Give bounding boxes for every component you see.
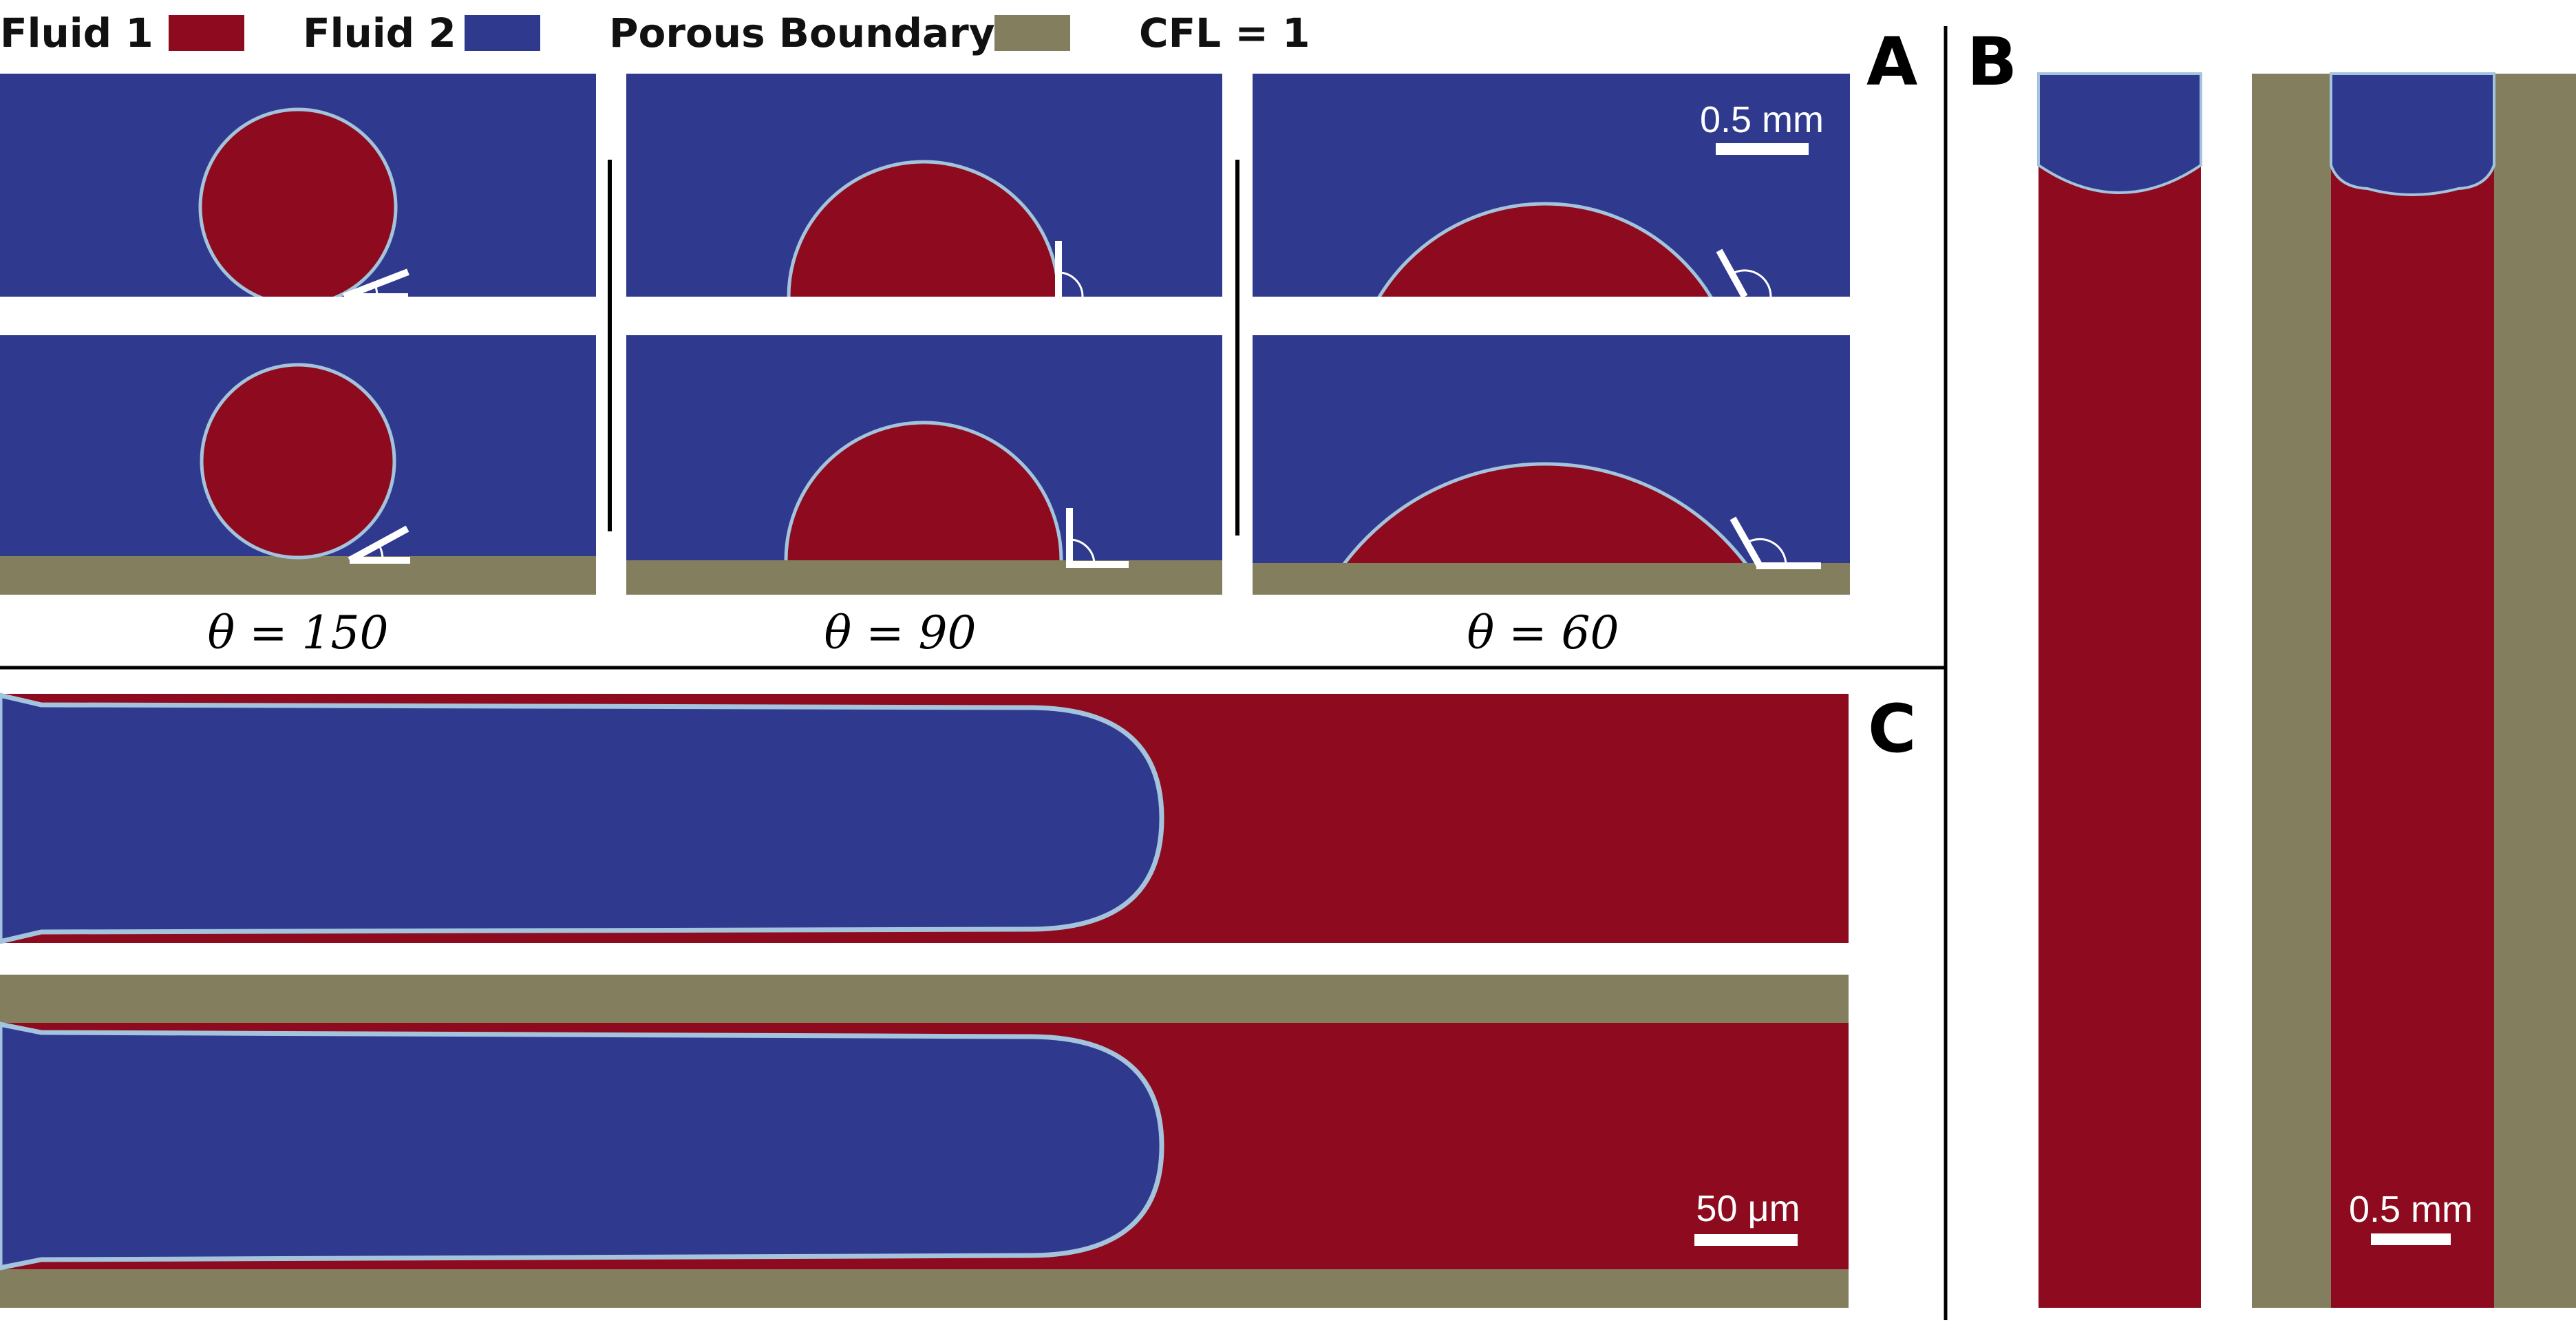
meniscus — [2330, 72, 2495, 196]
droplet — [1322, 462, 1768, 595]
panel-b-right-channel: 0.5 mm — [2252, 72, 2576, 1308]
legend: Fluid 1 Fluid 2 Porous Boundary CFL = 1 — [0, 10, 1310, 56]
panel-a-theta150-bottom — [0, 335, 596, 595]
porous-boundary — [0, 556, 596, 595]
theta-label-150: θ = 150 — [208, 606, 389, 659]
contact-angle-marker — [1066, 508, 1129, 568]
legend-fluid1-swatch — [169, 15, 244, 51]
panel-c-top-channel — [0, 692, 1849, 944]
contact-angle-marker — [348, 525, 410, 564]
theta-label-90: θ = 90 — [824, 606, 977, 659]
theta-label-60: θ = 60 — [1467, 606, 1619, 659]
legend-porous-label: Porous Boundary — [609, 10, 995, 56]
panel-c: C 50 μm — [0, 690, 1916, 1308]
invading-finger — [0, 692, 1164, 944]
legend-porous-swatch — [994, 15, 1070, 51]
scale-bar-c: 50 μm — [1694, 1188, 1800, 1246]
panel-a-theta150-top — [0, 74, 596, 300]
porous-boundary — [0, 975, 1849, 1023]
porous-boundary — [0, 1269, 1849, 1308]
porous-boundary — [626, 560, 1222, 595]
droplet — [200, 363, 396, 560]
droplet — [198, 107, 398, 297]
contact-angle-marker — [1716, 248, 1772, 299]
panel-a-theta60-bottom — [1253, 335, 1850, 595]
svg-text:0.5 mm: 0.5 mm — [2349, 1189, 2473, 1230]
scale-bar-a: 0.5 mm — [1700, 99, 1824, 155]
panel-a-theta90-bottom — [626, 335, 1222, 595]
legend-fluid1-label: Fluid 1 — [0, 10, 153, 56]
droplet — [787, 160, 1061, 297]
legend-fluid2-swatch — [465, 15, 540, 51]
invading-finger — [0, 1021, 1164, 1271]
panel-a-theta60-top: 0.5 mm — [1253, 74, 1850, 299]
meniscus — [2037, 72, 2202, 194]
panel-letter-b: B — [1967, 23, 2017, 100]
svg-text:50 μm: 50 μm — [1696, 1188, 1800, 1229]
porous-boundary — [2494, 74, 2576, 1308]
droplet — [1377, 202, 1713, 297]
contact-angle-marker — [1055, 241, 1084, 297]
porous-boundary — [1253, 563, 1850, 595]
legend-cfl-label: CFL = 1 — [1139, 10, 1310, 56]
scale-bar-b: 0.5 mm — [2349, 1189, 2473, 1245]
panel-a-theta90-top — [626, 74, 1222, 297]
panel-b-left-channel — [2037, 72, 2202, 1308]
panel-letter-a: A — [1866, 23, 1917, 100]
panel-letter-c: C — [1868, 690, 1916, 767]
panel-b: B 0.5 mm — [1967, 23, 2576, 1308]
svg-text:0.5 mm: 0.5 mm — [1700, 99, 1824, 140]
panel-c-bottom-channel: 50 μm — [0, 975, 1849, 1308]
porous-boundary — [2252, 74, 2331, 1308]
panel-a: 0.5 mm θ = 150 θ = 90 θ = 60 A — [0, 23, 1917, 659]
legend-fluid2-label: Fluid 2 — [303, 10, 456, 56]
contact-angle-marker — [343, 268, 409, 300]
contact-angle-marker — [1729, 516, 1821, 569]
